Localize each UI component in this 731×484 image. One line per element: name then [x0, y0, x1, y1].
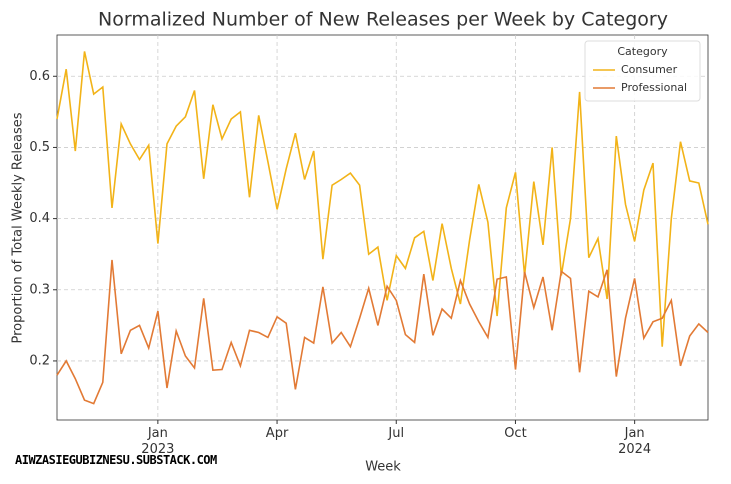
x-tick-label: Oct — [504, 426, 527, 441]
plot-area — [56, 34, 709, 421]
series-line — [56, 51, 709, 347]
x-tick-label: Apr — [265, 426, 289, 441]
legend-box — [584, 40, 701, 102]
y-axis-label: Proportion of Total Weekly Releases — [11, 112, 26, 343]
x-tick-label: Jan 2024 — [618, 426, 652, 457]
legend-label: Professional — [621, 81, 687, 94]
y-tick-label: 0.4 — [29, 211, 50, 226]
y-tick-label: 0.6 — [29, 69, 50, 84]
legend-label: Consumer — [621, 63, 678, 76]
chart-title: Normalized Number of New Releases per We… — [98, 9, 668, 31]
legend-title: Category — [617, 45, 668, 58]
y-tick-label: 0.2 — [29, 353, 50, 368]
x-axis-label: Week — [365, 460, 401, 475]
x-tick-label: Jan 2023 — [141, 426, 175, 457]
y-tick-label: 0.3 — [29, 282, 50, 297]
series-line — [56, 259, 709, 405]
x-tick-label: Jul — [388, 426, 405, 441]
y-tick-label: 0.5 — [29, 140, 50, 155]
watermark: AIWZASIEGUBIZNESU.SUBSTACK.COM — [15, 453, 217, 467]
